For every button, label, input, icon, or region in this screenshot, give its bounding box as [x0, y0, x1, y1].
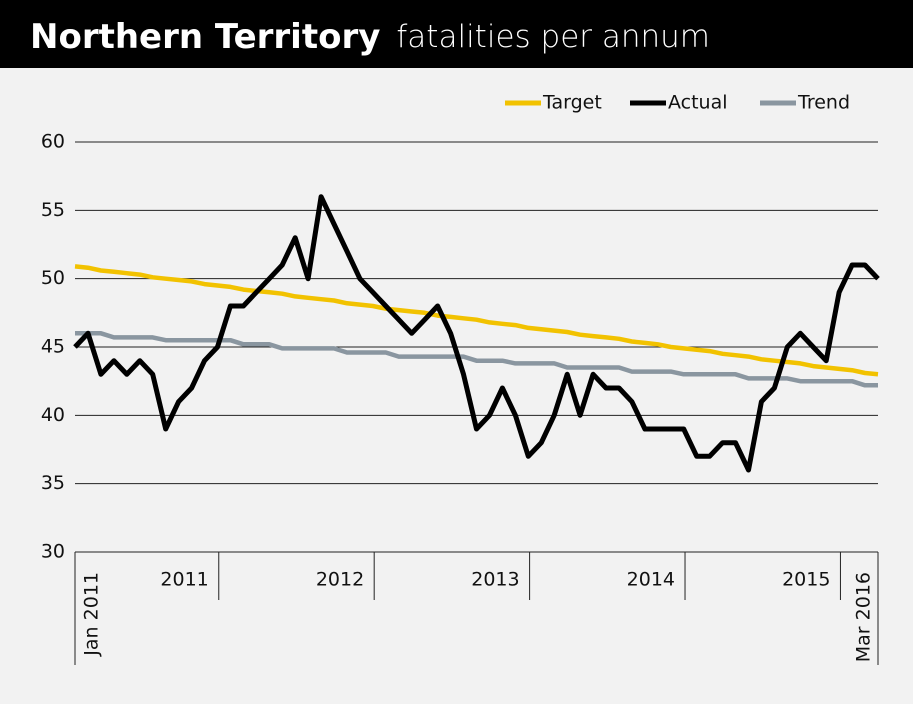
y-tick-label: 45 [41, 336, 65, 358]
group-label: 2014 [627, 569, 675, 591]
line-trend [75, 331, 878, 388]
chart-subtitle: fatalities per annum [396, 19, 710, 55]
legend-label: Target [542, 92, 602, 114]
y-tick-label: 30 [41, 541, 65, 563]
line-target [74, 264, 879, 377]
y-tick-label: 60 [41, 131, 65, 153]
chart-title: Northern Territory [30, 17, 380, 57]
title-bar [0, 0, 913, 68]
group-label: 2011 [160, 569, 208, 591]
group-label: 2015 [782, 569, 830, 591]
y-tick-label: 35 [41, 472, 65, 494]
y-tick-label: 55 [41, 199, 65, 221]
y-tick-label: 50 [41, 267, 65, 289]
y-tick-label: 40 [41, 404, 65, 426]
title-group: Northern Territory fatalities per annum [30, 17, 710, 57]
line-actual [73, 194, 880, 473]
x-tick-label: Mar 2016 [853, 572, 875, 662]
group-label: 2013 [471, 569, 519, 591]
x-tick-label: Jan 2011 [81, 572, 103, 657]
legend-label: Trend [797, 92, 850, 114]
group-label: 2012 [316, 569, 364, 591]
legend-label: Actual [668, 92, 728, 114]
